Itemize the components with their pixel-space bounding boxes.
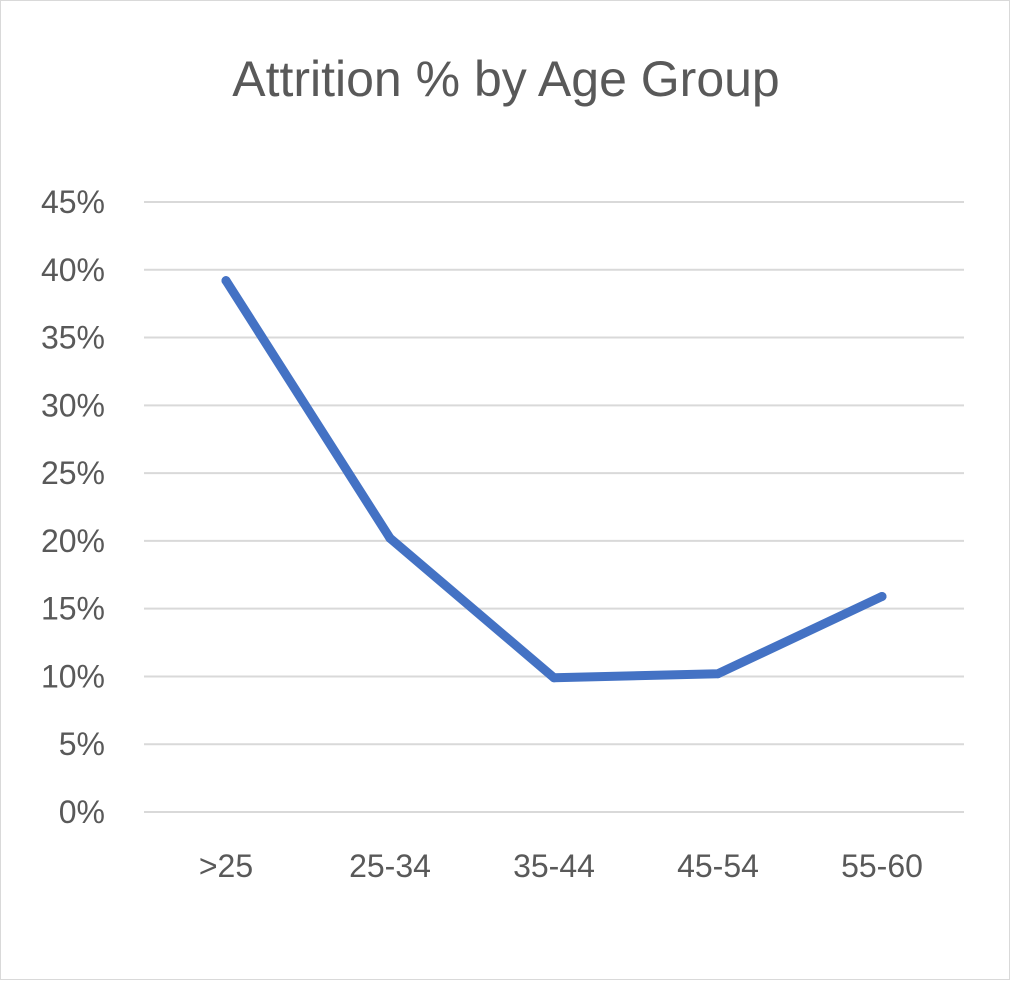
gridlines [144,201,964,813]
chart-title: Attrition % by Age Group [232,51,780,107]
x-tick-label: 25-34 [349,848,431,884]
y-tick-label: 5% [59,726,105,762]
x-tick-label: 45-54 [677,848,759,884]
y-tick-label: 15% [41,591,105,627]
data-point [385,533,395,543]
series-layer [221,276,887,683]
data-point [221,276,231,286]
x-tick-label: 55-60 [841,848,923,884]
y-tick-label: 10% [41,658,105,694]
y-tick-label: 30% [41,387,105,423]
y-axis-tick-labels: 0% 5% 10% 15% 20% 25% 30% 35% 40% 45% [41,184,105,830]
y-tick-label: 40% [41,252,105,288]
x-tick-label: >25 [199,848,253,884]
y-tick-label: 20% [41,523,105,559]
series-line [221,276,887,683]
x-tick-label: 35-44 [513,848,595,884]
x-axis-tick-labels: >25 25-34 35-44 45-54 55-60 [199,848,923,884]
y-tick-label: 0% [59,794,105,830]
y-tick-label: 45% [41,184,105,220]
data-point [877,591,887,601]
y-tick-label: 25% [41,455,105,491]
y-tick-label: 35% [41,320,105,356]
data-point [549,673,559,683]
data-point [713,669,723,679]
